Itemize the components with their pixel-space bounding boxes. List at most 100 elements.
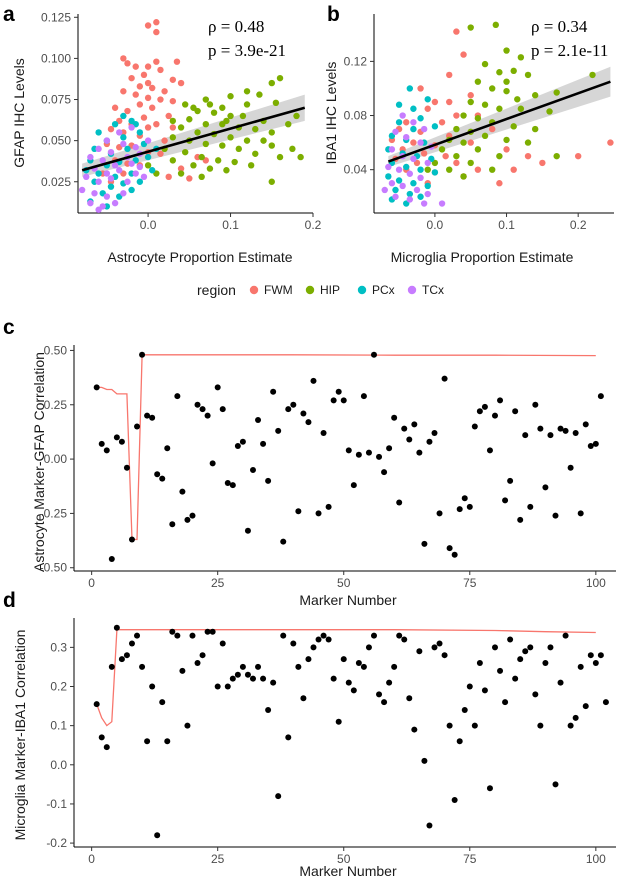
marker-point: [396, 499, 403, 506]
marker-point: [355, 451, 362, 458]
point-tcx: [132, 144, 139, 151]
marker-point: [164, 738, 171, 745]
point-hip: [510, 123, 517, 130]
marker-point: [572, 714, 579, 721]
marker-point: [481, 687, 488, 694]
point-hip: [252, 150, 259, 157]
point-hip: [276, 153, 284, 161]
max-correlation-line: [96, 629, 596, 727]
point-fwm: [438, 119, 446, 126]
marker-point: [103, 744, 110, 751]
marker-point: [391, 663, 398, 670]
point-hip: [460, 173, 467, 180]
marker-point: [184, 722, 191, 729]
marker-point: [411, 421, 418, 428]
marker-point: [189, 512, 196, 519]
point-hip: [517, 54, 525, 61]
panel-a-rho: ρ = 0.48: [208, 17, 264, 36]
marker-point: [431, 644, 438, 651]
x-tick-label: 50: [337, 852, 351, 866]
point-pcx: [410, 105, 417, 112]
marker-point: [139, 351, 146, 358]
point-hip: [243, 88, 251, 95]
y-tick-label: -0.25: [40, 506, 68, 520]
legend-label-pcx: PCx: [372, 283, 395, 297]
point-tcx: [116, 167, 123, 174]
marker-point: [149, 683, 156, 690]
marker-point: [376, 691, 383, 698]
marker-point: [93, 701, 100, 708]
panel-c-ylabel: Astrocyte Marker-GFAP Correlation: [31, 352, 47, 572]
point-fwm: [165, 173, 172, 181]
marker-point: [401, 636, 408, 643]
point-fwm: [496, 180, 503, 187]
marker-point: [532, 401, 539, 408]
y-tick-label: 0.12: [344, 54, 368, 68]
x-tick-label: 100: [586, 852, 606, 866]
marker-point: [335, 718, 342, 725]
marker-point: [118, 656, 125, 663]
marker-point: [209, 460, 216, 467]
marker-point: [350, 482, 357, 489]
marker-point: [416, 648, 423, 655]
point-hip: [285, 120, 292, 128]
panel-b-ylabel: IBA1 IHC Levels: [323, 62, 339, 165]
point-hip: [177, 124, 185, 131]
point-hip: [503, 136, 510, 144]
point-fwm: [524, 152, 532, 160]
point-fwm: [453, 159, 460, 167]
marker-point: [567, 464, 574, 471]
marker-point: [184, 516, 191, 523]
point-hip: [268, 142, 275, 149]
point-hip: [181, 148, 189, 156]
point-tcx: [78, 186, 86, 194]
marker-point: [587, 443, 594, 450]
point-tcx: [395, 166, 403, 173]
marker-point: [527, 503, 534, 510]
point-fwm: [157, 150, 164, 157]
point-hip: [243, 137, 251, 144]
point-fwm: [169, 97, 177, 105]
point-tcx: [83, 173, 90, 181]
marker-point: [98, 734, 105, 741]
panel-c-xlabel: Marker Number: [299, 592, 397, 608]
point-tcx: [140, 173, 148, 181]
marker-point: [436, 640, 443, 647]
region-legend: region FWM HIP PCx TCx: [197, 282, 444, 298]
point-tcx: [438, 200, 446, 207]
marker-point: [194, 401, 201, 408]
marker-point: [471, 722, 478, 729]
point-hip: [276, 74, 284, 82]
marker-point: [355, 660, 362, 667]
y-tick-label: 0.25: [44, 398, 68, 412]
panel-letter-b: b: [327, 3, 340, 26]
marker-point: [547, 644, 554, 651]
point-tcx: [420, 125, 428, 133]
point-pcx: [120, 112, 127, 120]
marker-point: [491, 412, 498, 419]
marker-point: [249, 466, 256, 473]
point-tcx: [403, 133, 410, 141]
marker-point: [542, 660, 549, 667]
point-hip: [202, 120, 210, 128]
panel-d-xlabel: Marker Number: [299, 863, 397, 879]
point-hip: [190, 162, 197, 169]
marker-point: [340, 397, 347, 404]
point-tcx: [392, 128, 399, 135]
point-hip: [524, 139, 532, 146]
marker-point: [592, 440, 599, 447]
point-fwm: [128, 74, 135, 82]
panel-a-scatter: 0.0 0.1 0.2 0.025 0.050 0.075 0.100 0.125 ρ = 0…: [11, 10, 322, 265]
marker-point: [557, 679, 564, 686]
y-tick-label: 0.100: [41, 51, 71, 65]
point-tcx: [385, 163, 392, 171]
point-fwm: [177, 165, 185, 172]
point-hip: [268, 178, 275, 185]
marker-point: [406, 436, 413, 443]
point-fwm: [446, 98, 453, 106]
point-tcx: [103, 170, 111, 177]
point-hip: [181, 101, 189, 108]
marker-point: [234, 671, 241, 678]
marker-point: [219, 406, 226, 413]
point-fwm: [144, 94, 152, 102]
